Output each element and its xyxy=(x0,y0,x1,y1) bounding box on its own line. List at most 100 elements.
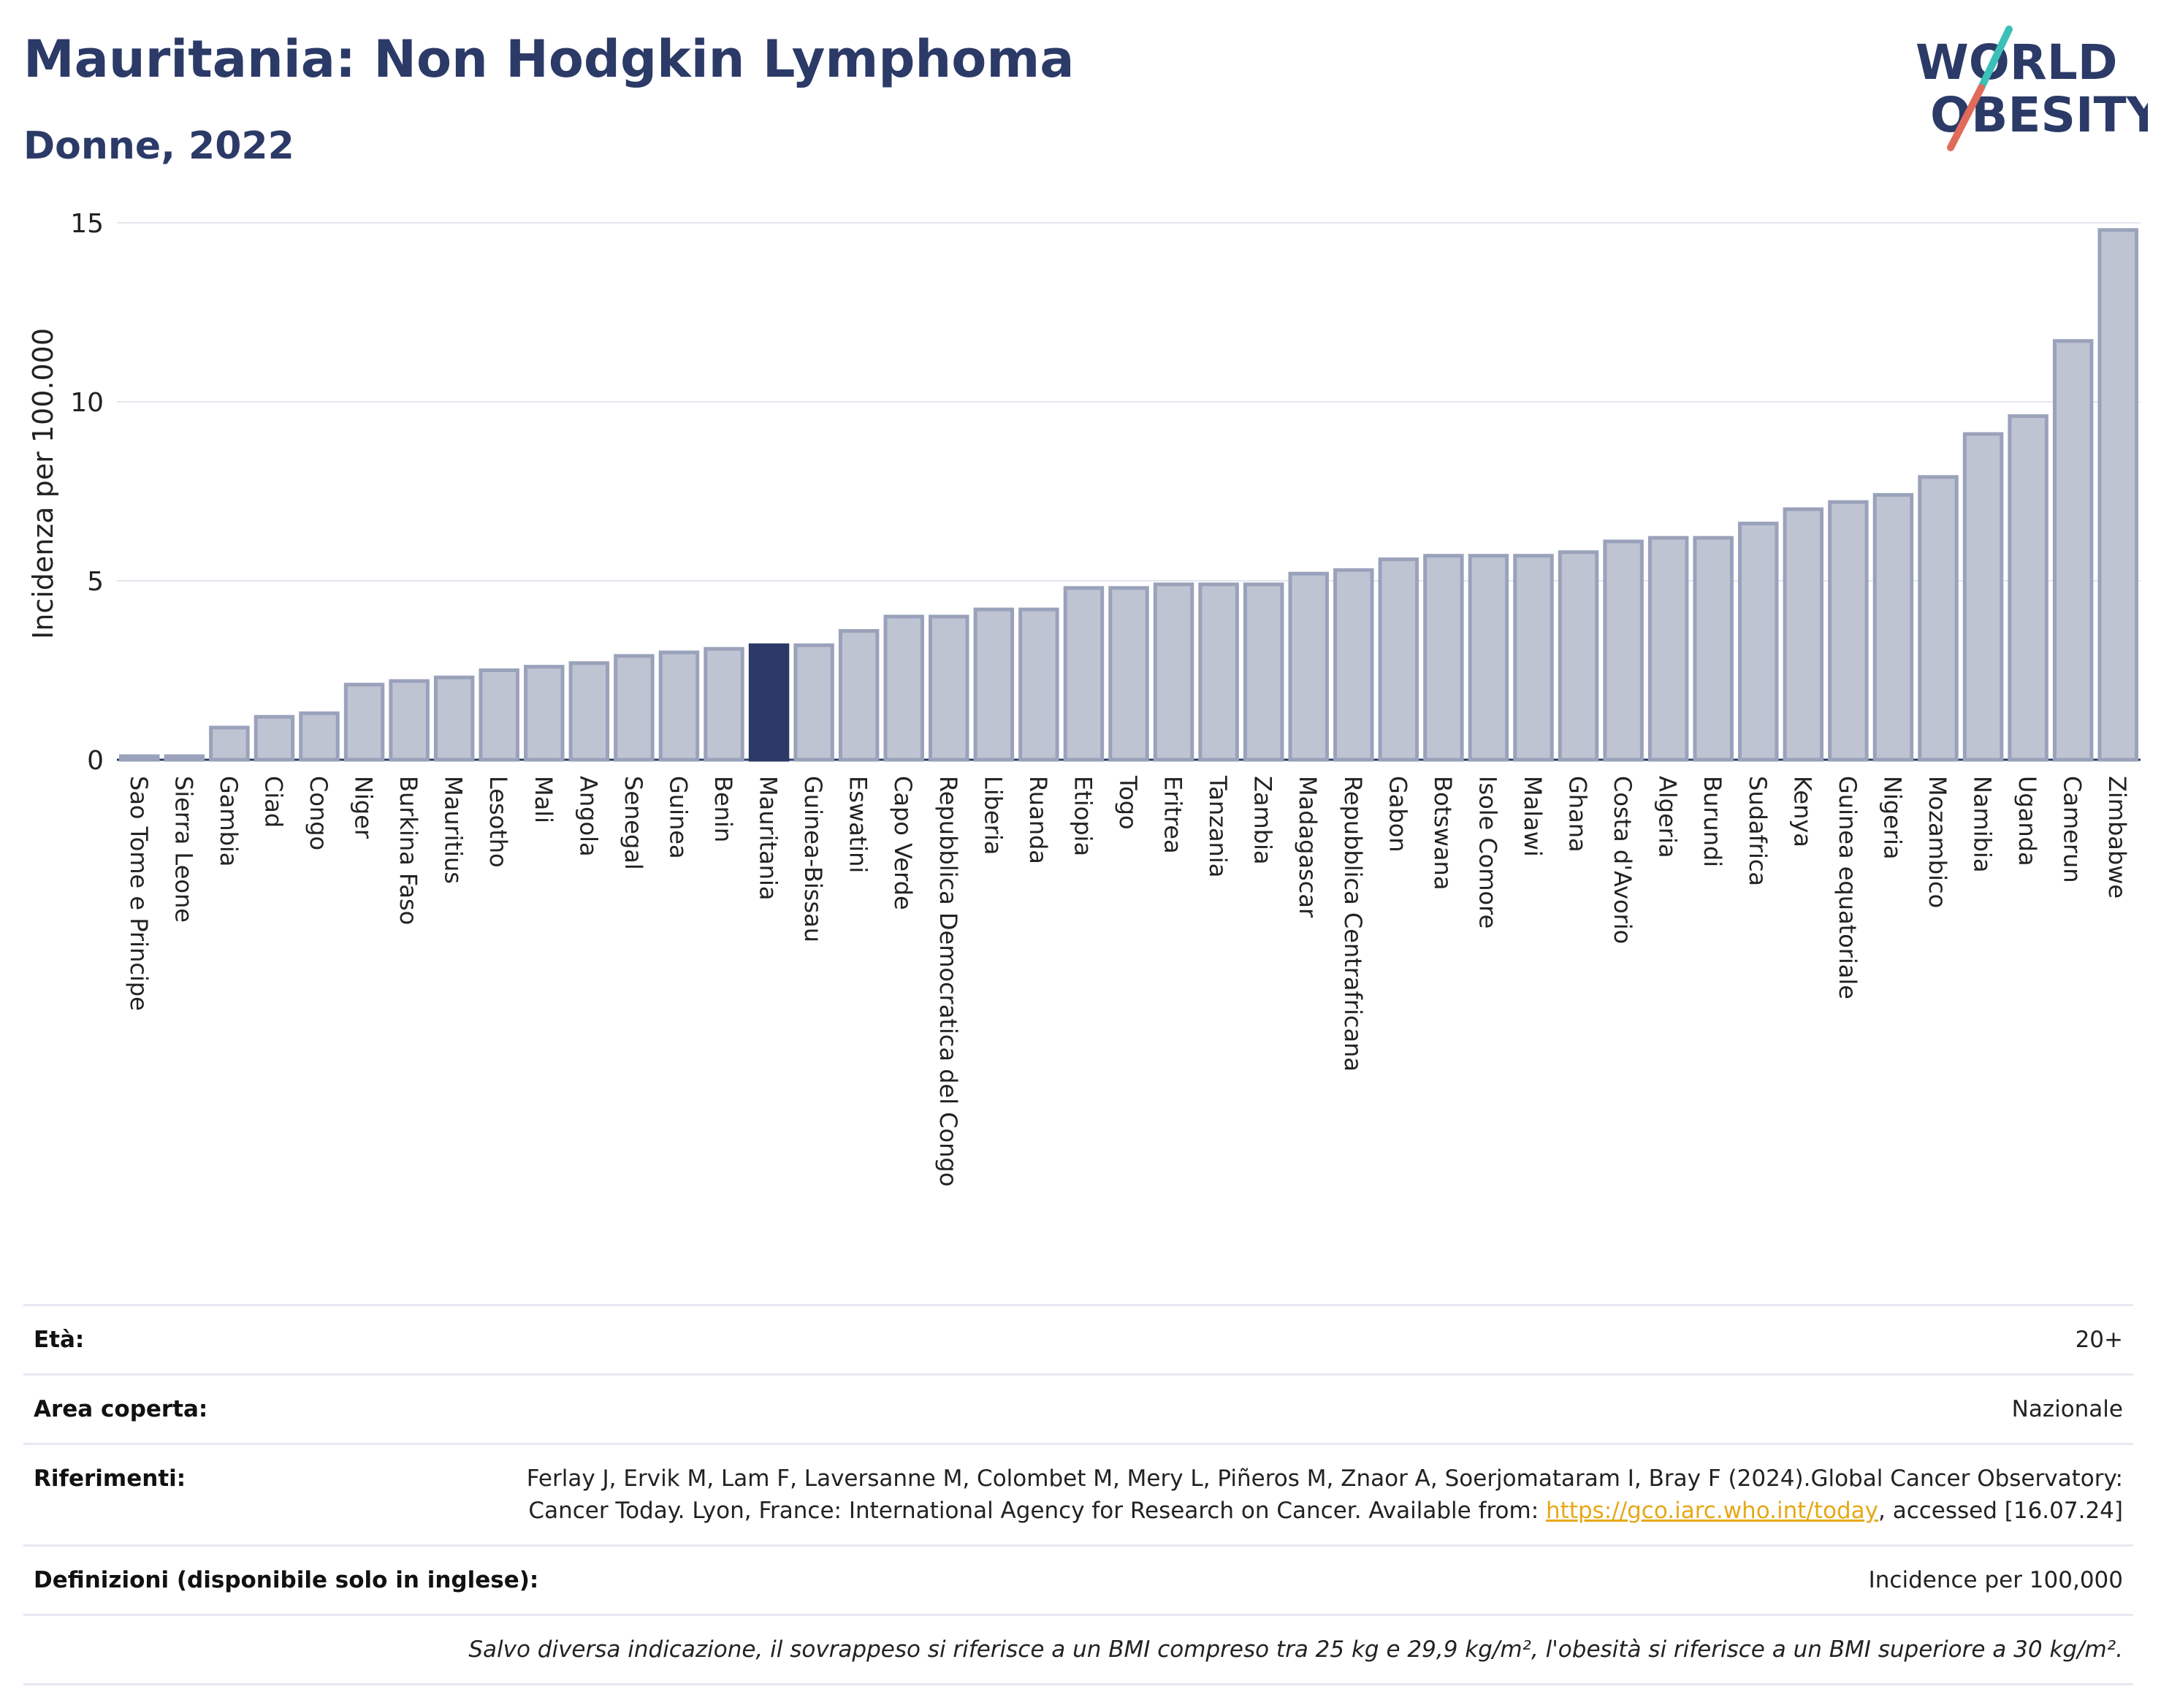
bar-nigeria xyxy=(1872,492,1914,762)
bar-niger xyxy=(343,682,385,762)
bar-madagascar xyxy=(1288,571,1329,762)
bar-etiopia xyxy=(1063,586,1105,762)
x-tick-label: Mali xyxy=(530,776,557,823)
x-tick-label: Isole Comore xyxy=(1474,776,1501,929)
x-tick-label: Congo xyxy=(305,776,332,850)
bar-mauritius xyxy=(433,675,475,762)
bar-congo xyxy=(299,711,340,762)
bar-botswana xyxy=(1423,554,1464,762)
bar-gambia xyxy=(209,725,250,762)
x-tick-label: Etiopia xyxy=(1069,776,1097,856)
x-tick-label: Ghana xyxy=(1564,776,1592,853)
y-axis: 0 5 10 15 xyxy=(70,209,104,776)
bar-camerun xyxy=(2052,339,2094,762)
x-tick-label: Mauritius xyxy=(440,776,468,884)
x-tick-label: Sierra Leone xyxy=(169,776,197,923)
x-tick-label: Niger xyxy=(350,776,378,839)
y-tick-label: 10 xyxy=(70,388,104,418)
x-tick-label: Sudafrica xyxy=(1744,776,1772,886)
age-value: 20+ xyxy=(2075,1327,2123,1353)
references-label: Riferimenti: xyxy=(34,1465,186,1492)
bar-guinea-bissau xyxy=(793,643,834,762)
bar-chart: 0 5 10 15 Sao Tome e Principe Sierra Leone Ga… xyxy=(27,209,2141,1186)
bar-ghana xyxy=(1558,550,1599,762)
bar-togo xyxy=(1108,586,1149,762)
x-tick-label: Guinea xyxy=(664,776,692,859)
x-tick-label: Uganda xyxy=(2013,776,2041,866)
bar-algeria xyxy=(1647,535,1689,762)
x-tick-label: Zambia xyxy=(1249,776,1277,865)
bar-tanzania xyxy=(1198,582,1239,762)
info-row-definitions: Definizioni (disponibile solo in inglese… xyxy=(23,1544,2133,1614)
logo-slash-red xyxy=(1947,84,1985,151)
x-tick-label: Lesotho xyxy=(484,776,512,868)
y-tick-label: 5 xyxy=(87,567,104,597)
bar-mauritania xyxy=(748,643,790,762)
x-tick-label: Guinea equatoriale xyxy=(1834,776,1861,999)
references-link[interactable]: https://gco.iarc.who.int/today xyxy=(1546,1498,1878,1524)
x-tick-label: Madagascar xyxy=(1294,776,1322,918)
x-tick-label: Tanzania xyxy=(1204,775,1232,877)
x-tick-label: Camerun xyxy=(2059,776,2086,883)
x-tick-label: Mauritania xyxy=(755,776,782,900)
x-tick-label: Algeria xyxy=(1654,776,1682,858)
bars xyxy=(119,228,2138,762)
bar-namibia xyxy=(1962,432,2004,762)
x-tick-label: Eswatini xyxy=(845,776,872,873)
info-row-note: Salvo diversa indicazione, il sovrappeso… xyxy=(23,1614,2133,1685)
x-tick-label: Ruanda xyxy=(1024,776,1052,864)
definitions-value: Incidence per 100,000 xyxy=(1868,1567,2123,1593)
bar-mozambico xyxy=(1918,475,1959,762)
x-tick-label: Burkina Faso xyxy=(395,776,422,925)
bar-zimbabwe xyxy=(2097,228,2138,762)
bar-repubblica-democratica-del-congo xyxy=(929,614,969,762)
x-tick-label: Zimbabwe xyxy=(2103,776,2131,899)
info-row-area: Area coperta: Nazionale xyxy=(23,1373,2133,1443)
y-tick-label: 15 xyxy=(70,209,104,239)
bar-ciad xyxy=(254,714,295,762)
x-tick-label: Costa d'Avorio xyxy=(1609,776,1636,944)
x-tick-label: Repubblica Democratica del Congo xyxy=(934,776,962,1186)
page-title: Mauritania: Non Hodgkin Lymphoma xyxy=(23,29,1075,89)
bar-sudafrica xyxy=(1738,522,1779,762)
references-value: Ferlay J, Ervik M, Lam F, Laversanne M, … xyxy=(443,1463,2123,1527)
bar-malawi xyxy=(1513,554,1554,762)
bar-liberia xyxy=(973,607,1015,762)
info-row-age: Età: 20+ xyxy=(23,1304,2133,1373)
logo-slash-teal xyxy=(1978,26,2013,91)
x-tick-label: Togo xyxy=(1114,775,1142,830)
x-tick-label: Senegal xyxy=(620,776,647,870)
x-tick-label: Botswana xyxy=(1429,776,1457,890)
bar-guinea xyxy=(658,650,700,762)
x-tick-label: Gambia xyxy=(215,776,243,866)
x-tick-label: Guinea-Bissau xyxy=(799,776,827,942)
bar-burundi xyxy=(1693,535,1734,762)
references-text: Ferlay J, Ervik M, Lam F, Laversanne M, … xyxy=(526,1465,2123,1524)
bar-senegal xyxy=(614,654,655,762)
x-tick-label: Angola xyxy=(574,776,602,857)
bar-eritrea xyxy=(1153,582,1194,762)
bar-capo-verde xyxy=(883,614,924,762)
bar-repubblica-centrafricana xyxy=(1333,568,1374,762)
x-tick-label: Benin xyxy=(709,776,737,842)
x-tick-label: Malawi xyxy=(1519,776,1547,857)
bmi-note: Salvo diversa indicazione, il sovrappeso… xyxy=(468,1636,2123,1663)
bar-gabon xyxy=(1378,557,1419,762)
bar-eswatini xyxy=(838,629,880,762)
bar-ruanda xyxy=(1018,607,1059,762)
bar-mali xyxy=(524,665,565,762)
bar-isole-comore xyxy=(1468,554,1509,762)
x-tick-label: Repubblica Centrafricana xyxy=(1339,776,1367,1072)
bar-zambia xyxy=(1243,582,1284,762)
bar-kenya xyxy=(1783,507,1824,762)
age-label: Età: xyxy=(34,1327,85,1353)
y-tick-label: 0 xyxy=(87,746,104,776)
bar-guinea-equatoriale xyxy=(1828,500,1869,762)
x-tick-label: Liberia xyxy=(979,776,1007,855)
bar-burkina-faso xyxy=(389,679,430,762)
bar-uganda xyxy=(2008,414,2048,762)
area-label: Area coperta: xyxy=(34,1396,208,1422)
bar-angola xyxy=(568,661,610,762)
x-tick-label: Burundi xyxy=(1699,776,1726,867)
x-tick-label: Ciad xyxy=(259,776,287,828)
